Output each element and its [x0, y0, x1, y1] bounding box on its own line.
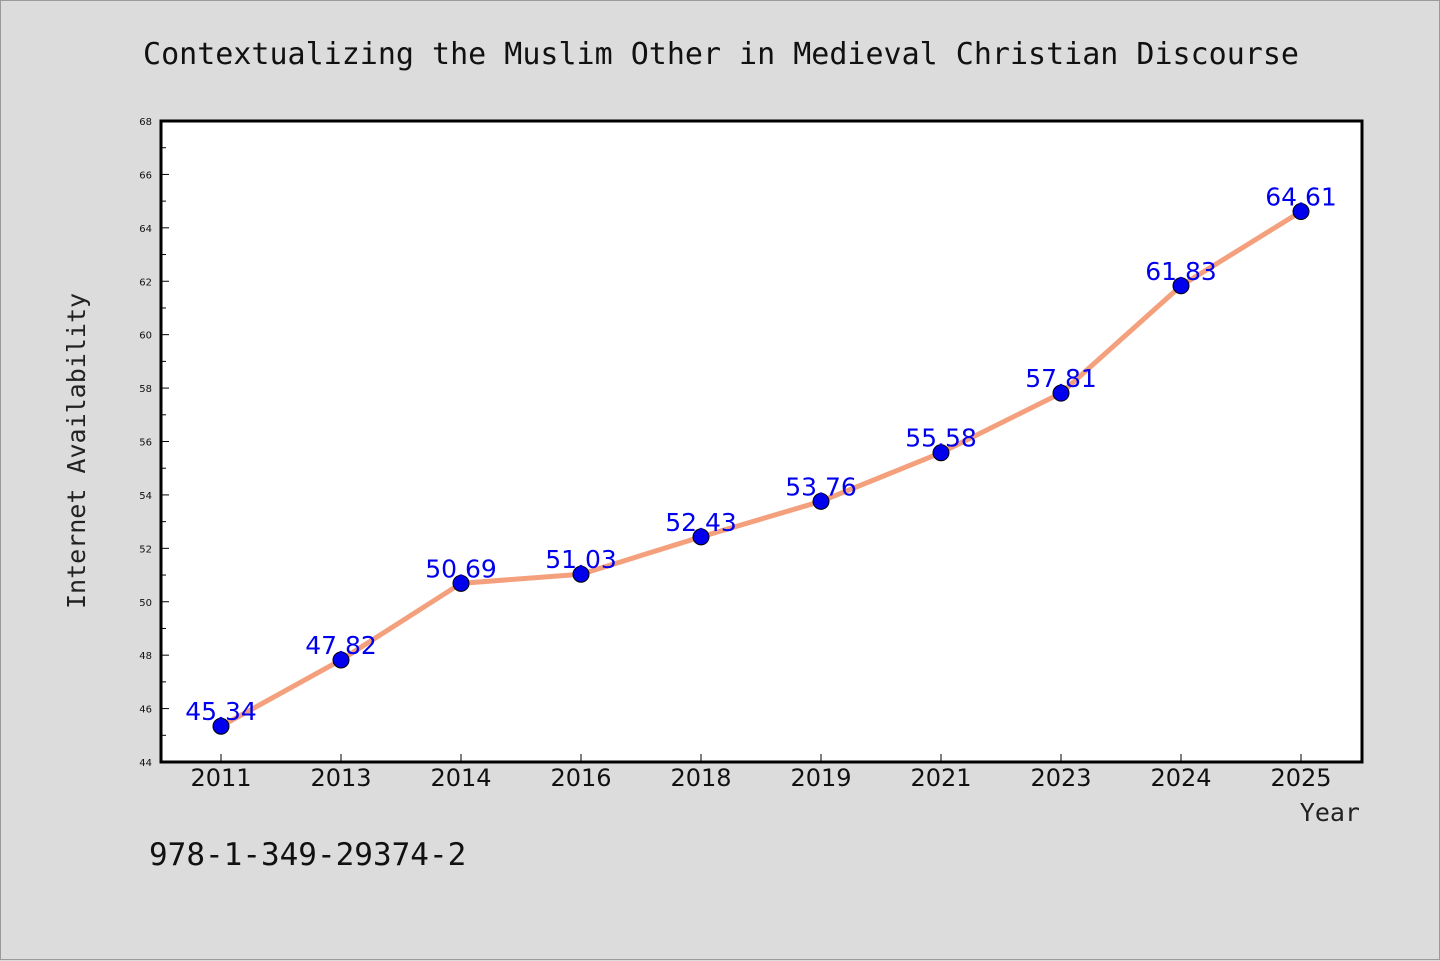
- y-tick-label: 60: [139, 331, 152, 342]
- series-line: [218, 209, 1304, 729]
- data-label: 47.82: [305, 631, 377, 660]
- plot-area: [159, 119, 1364, 764]
- data-label: 51.03: [545, 545, 617, 574]
- y-axis-title: Internet Availability: [62, 293, 91, 609]
- data-label: 45.34: [185, 697, 257, 726]
- data-point: [1172, 277, 1190, 295]
- data-markers: [212, 203, 1310, 735]
- y-tick-label: 62: [139, 277, 152, 288]
- data-label: 50.69: [425, 554, 497, 583]
- data-label: 64.61: [1265, 183, 1337, 212]
- x-tick-label: 2019: [790, 764, 851, 792]
- data-label: 57.81: [1025, 364, 1097, 393]
- y-tick-label: 50: [139, 598, 152, 609]
- x-tick-label: 2025: [1270, 764, 1331, 792]
- data-label: 61.83: [1145, 257, 1217, 286]
- x-tick-label: 2023: [1030, 764, 1091, 792]
- data-point: [1052, 384, 1070, 402]
- chart-title: Contextualizing the Muslim Other in Medi…: [143, 37, 1299, 72]
- data-point: [332, 651, 350, 669]
- x-axis-title: Year: [1300, 798, 1360, 827]
- x-tick-label: 2011: [190, 764, 251, 792]
- data-point: [212, 717, 230, 735]
- y-tick-label: 68: [139, 117, 152, 128]
- y-tick-label: 54: [139, 491, 152, 502]
- data-point: [812, 492, 830, 510]
- y-tick-label: 44: [139, 758, 152, 769]
- footer-isbn: 978-1-349-29374-2: [149, 837, 466, 873]
- data-label: 53.76: [785, 472, 857, 501]
- y-tick-label: 52: [139, 544, 152, 555]
- data-point: [572, 565, 590, 583]
- x-tick-label: 2016: [550, 764, 611, 792]
- y-tick-label: 58: [139, 384, 152, 395]
- x-tick-label: 2014: [430, 764, 491, 792]
- y-axis: 44 46 48 50 52 54 56 58 60 62 64 66 68: [139, 117, 169, 769]
- data-point: [932, 444, 950, 462]
- x-axis: 2011 2013 2014 2016 2018 2019 2021 2023 2024 2025: [190, 754, 1332, 792]
- y-tick-label: 48: [139, 651, 152, 662]
- y-tick-label: 46: [139, 705, 152, 716]
- data-point: [452, 574, 470, 592]
- y-tick-label: 56: [139, 438, 152, 449]
- y-tick-label: 64: [139, 224, 152, 235]
- data-point: [692, 528, 710, 546]
- data-labels: 45.34 47.82 50.69 51.03 52.43 53.76 55.58 57.81…: [185, 183, 1337, 727]
- x-tick-label: 2021: [910, 764, 971, 792]
- x-tick-label: 2018: [670, 764, 731, 792]
- data-label: 52.43: [665, 508, 737, 537]
- data-label: 55.58: [905, 424, 977, 453]
- x-tick-label: 2024: [1150, 764, 1211, 792]
- data-point: [1292, 203, 1310, 221]
- x-tick-label: 2013: [310, 764, 371, 792]
- y-tick-label: 66: [139, 170, 152, 181]
